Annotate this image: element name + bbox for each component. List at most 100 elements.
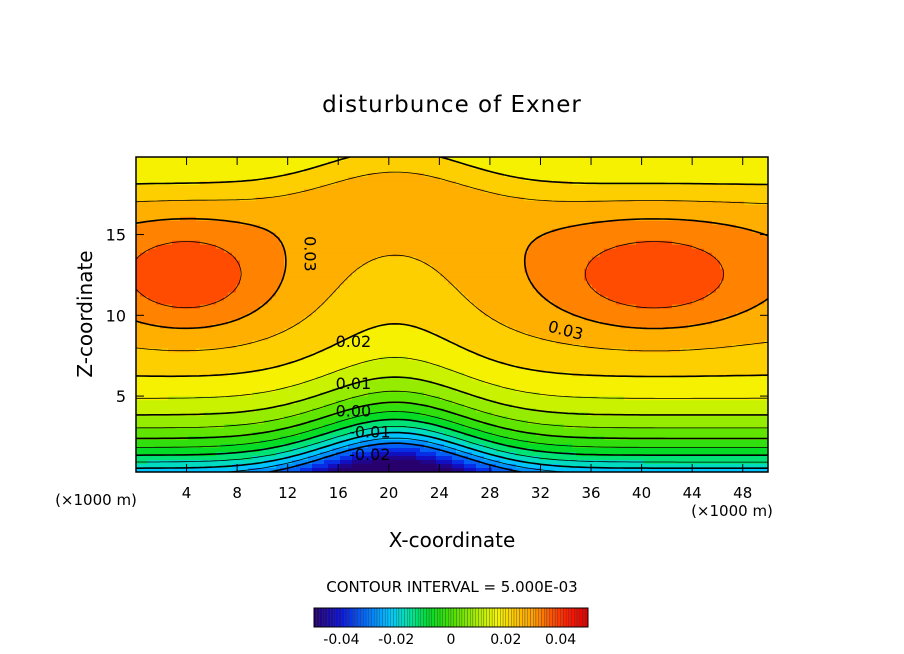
colorbar-swatch — [480, 607, 485, 628]
colorbar-ticks: -0.04 -0.02 0 0.02 0.04 — [323, 632, 576, 648]
x-axis-unit-left: (×1000 m) — [55, 491, 137, 509]
contour-label: -0.01 — [349, 423, 390, 442]
colorbar-swatch — [445, 607, 449, 628]
colorbar-swatch — [450, 607, 454, 628]
colorbar-swatch — [423, 607, 427, 628]
contour-interval-text: CONTOUR INTERVAL = 5.000E-03 — [326, 578, 577, 596]
x-tick-label: 32 — [531, 484, 550, 502]
x-axis-ticks: 4 8 12 16 20 24 28 32 36 40 44 48 — [182, 157, 752, 502]
colorbar-swatch — [368, 607, 372, 628]
x-tick-label: 36 — [581, 484, 600, 502]
contour-line — [136, 217, 768, 330]
colorbar-swatch — [568, 607, 572, 628]
colorbar-swatch — [538, 607, 542, 628]
colorbar-swatch — [376, 607, 380, 628]
colorbar-swatch — [324, 607, 328, 628]
colorbar-swatch — [335, 607, 339, 628]
x-tick-label: 28 — [480, 484, 499, 502]
colorbar-swatch — [505, 607, 509, 628]
x-tick-label: 44 — [683, 484, 702, 502]
y-axis-ticks: 5 10 15 — [106, 226, 768, 406]
colorbar-swatch — [453, 607, 457, 628]
colorbar-swatch — [527, 607, 531, 628]
x-axis-unit-right: (×1000 m) — [691, 502, 773, 520]
colorbar-swatch — [475, 607, 479, 628]
colorbar-swatch — [546, 607, 550, 628]
colorbar-frame — [313, 607, 589, 628]
colorbar-swatch — [459, 607, 463, 628]
colorbar-swatch — [554, 607, 559, 628]
colorbar-swatch — [508, 607, 512, 628]
colorbar-swatch — [398, 607, 402, 628]
x-tick-label: 48 — [733, 484, 752, 502]
colorbar-swatch — [494, 607, 498, 628]
colorbar-swatch — [382, 607, 386, 628]
x-tick-label: 12 — [278, 484, 297, 502]
contour-line — [136, 418, 768, 456]
colorbar-swatch — [316, 607, 320, 628]
contour-line — [136, 426, 768, 463]
colorbar-swatch — [557, 607, 561, 628]
colorbar-swatch — [560, 607, 564, 628]
x-tick-label: 8 — [232, 484, 242, 502]
colorbar-swatch — [371, 607, 375, 628]
colorbar-swatch — [407, 607, 411, 628]
colorbar-swatch — [374, 607, 378, 628]
x-tick-label: 24 — [430, 484, 449, 502]
colorbar-swatch — [516, 607, 520, 628]
colorbar-swatch — [535, 607, 539, 628]
colorbar-swatch — [478, 607, 482, 628]
colorbar-swatch — [396, 607, 400, 628]
y-tick-label: 5 — [116, 387, 126, 406]
colorbar-swatch — [346, 607, 350, 628]
colorbar-swatch — [338, 607, 342, 628]
chart-title: disturbunce of Exner — [322, 92, 582, 118]
colorbar-swatch — [456, 607, 460, 628]
colorbar-swatch — [439, 607, 443, 628]
colorbar-swatch — [489, 607, 493, 628]
colorbar-swatch — [365, 607, 369, 628]
colorbar-swatch — [363, 607, 367, 628]
colorbar-swatch — [442, 607, 446, 628]
colorbar-swatch — [571, 607, 575, 628]
colorbar-swatch — [322, 607, 326, 628]
colorbar-swatch — [565, 607, 569, 628]
colorbar-tick-label: 0 — [447, 632, 456, 648]
colorbar-swatch — [497, 607, 501, 628]
y-tick-label: 15 — [106, 226, 126, 245]
contour-line — [136, 241, 724, 309]
contour-line — [136, 171, 768, 352]
colorbar-tick-label: -0.04 — [323, 632, 359, 648]
colorbar-swatch — [352, 607, 356, 628]
colorbar-swatch — [486, 607, 490, 628]
colorbar-swatch — [417, 607, 422, 628]
contour-line — [136, 157, 768, 378]
colorbar-swatch — [330, 607, 334, 628]
colorbar-swatch — [544, 607, 548, 628]
colorbar-swatch — [574, 607, 578, 628]
colorbar-swatch — [472, 607, 476, 628]
colorbar-swatch — [412, 607, 416, 628]
colorbar — [313, 607, 589, 628]
colorbar-swatch — [434, 607, 438, 628]
colorbar-swatch — [327, 607, 331, 628]
colorbar-swatch — [387, 607, 391, 628]
colorbar-tick-label: 0.02 — [490, 632, 521, 648]
colorbar-swatch — [582, 607, 586, 628]
colorbar-swatch — [448, 607, 452, 628]
contour-line — [136, 390, 768, 429]
x-tick-label: 20 — [379, 484, 398, 502]
y-tick-label: 10 — [106, 306, 126, 325]
colorbar-swatch — [415, 607, 419, 628]
colorbar-swatch — [426, 607, 430, 628]
colorbar-swatch — [420, 607, 424, 628]
contour-lines — [136, 157, 768, 472]
colorbar-swatch — [401, 607, 405, 628]
colorbar-tick-label: -0.02 — [378, 632, 414, 648]
plot-frame — [135, 156, 769, 473]
colorbar-swatch — [343, 607, 348, 628]
colorbar-swatch — [431, 607, 435, 628]
contour-line — [136, 401, 768, 440]
contour-label: 0.02 — [336, 332, 372, 351]
